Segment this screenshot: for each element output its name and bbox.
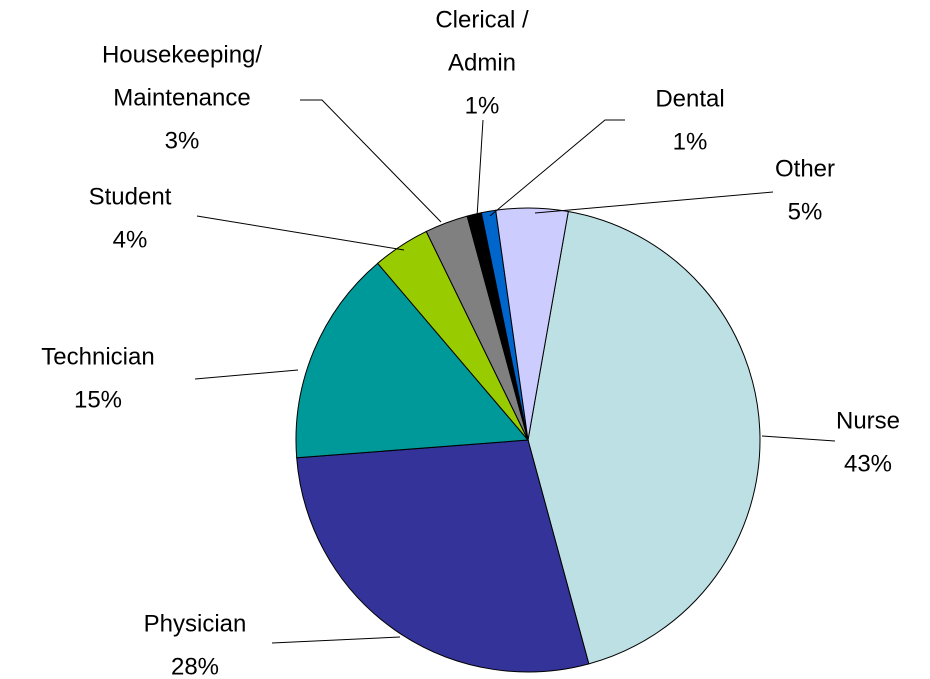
- slice-label: Other: [775, 155, 835, 182]
- slice-label: Technician: [41, 343, 154, 370]
- leader-line: [271, 636, 401, 644]
- slice-value-label: 43%: [844, 450, 892, 477]
- pie-slice: [527, 210, 761, 665]
- pie-slice: [295, 262, 530, 459]
- slice-label: Dental: [655, 85, 724, 112]
- leader-line: [194, 369, 299, 380]
- pie-slice: [296, 439, 590, 673]
- slice-value-label: 28%: [171, 653, 219, 679]
- slice-value-label: 1%: [673, 128, 708, 155]
- leader-line: [534, 191, 774, 214]
- slice-value-label: 15%: [74, 386, 122, 413]
- leader-line: [300, 99, 442, 223]
- leader-line: [476, 119, 484, 218]
- slice-value-label: 3%: [165, 127, 200, 154]
- pie-slice: [495, 207, 569, 441]
- slice-label: Physician: [144, 610, 247, 637]
- slice-value-label: 4%: [113, 226, 148, 253]
- slice-label: Student: [89, 183, 172, 210]
- leader-line: [196, 215, 405, 251]
- slice-value-label: 5%: [788, 198, 823, 225]
- slice-value-label: 1%: [465, 92, 500, 119]
- leader-line: [761, 435, 836, 442]
- leader-line: [489, 119, 625, 217]
- slice-label: Admin: [448, 49, 516, 76]
- slice-label: Clerical /: [435, 6, 529, 33]
- slice-label: Housekeeping/: [102, 41, 262, 68]
- slice-label: Maintenance: [113, 84, 250, 111]
- slice-label: Nurse: [836, 407, 900, 434]
